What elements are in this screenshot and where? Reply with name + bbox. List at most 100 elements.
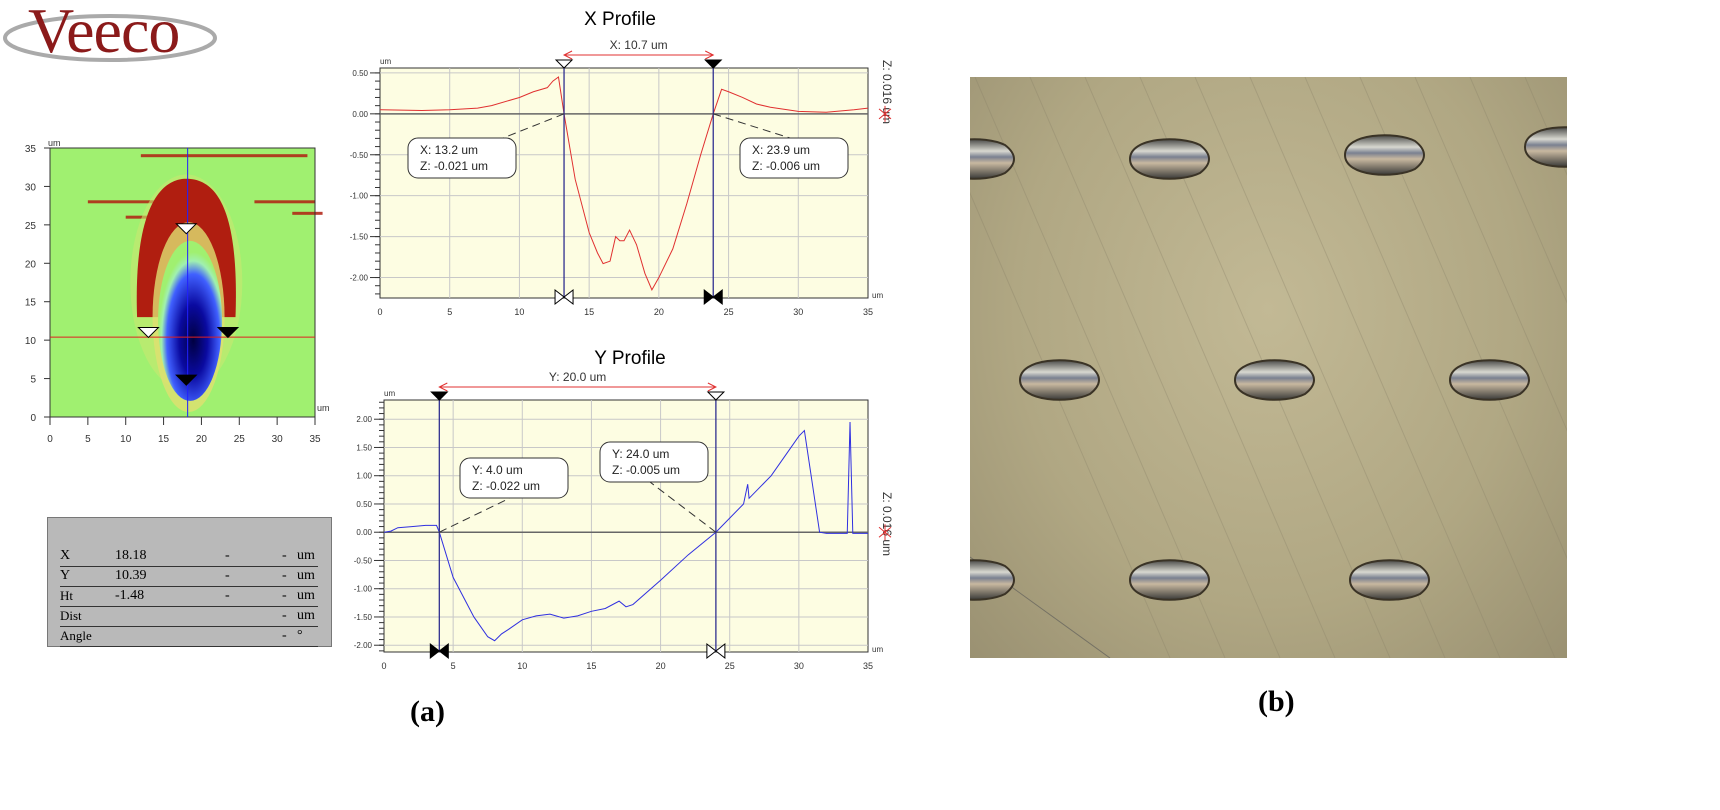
callout-leader xyxy=(649,481,717,533)
scan-streak xyxy=(254,200,315,204)
cell-label: Y xyxy=(60,568,71,583)
scratch-line xyxy=(1084,77,1336,658)
open-cursor-marker-icon xyxy=(175,223,198,235)
plot-area xyxy=(379,67,869,299)
x-profile-chart: X Profile 0.50 0.00 -0.50 -1.00 -1.50 -2.00 0 5 1… xyxy=(350,9,894,317)
cell-label: Dist xyxy=(60,608,82,623)
y-tick-label: 20 xyxy=(25,259,37,270)
surface-dimple xyxy=(1018,359,1100,401)
cell-label: X xyxy=(60,548,71,563)
cell-c1: - xyxy=(225,588,230,603)
x-tick-label: 20 xyxy=(656,661,666,670)
measure-label: Y: 20.0 um xyxy=(549,370,606,384)
cell-c1: - xyxy=(225,548,230,563)
x-tick-label: 0 xyxy=(381,661,386,670)
y-tick-label: -1.50 xyxy=(354,613,373,622)
y-tick-label: 10 xyxy=(25,336,37,347)
scratch-line xyxy=(1469,77,1567,304)
x-tick-label: 35 xyxy=(863,307,873,317)
scratch-line xyxy=(1029,77,1281,658)
open-cursor-bottom-icon xyxy=(706,642,726,660)
height-map[interactable]: um um 0 5 10 15 20 25 30 35 0 5 10 15 20 25 30 35 xyxy=(0,135,340,445)
x-tick-label: 10 xyxy=(517,661,527,670)
figure-label-b: (b) xyxy=(1258,685,1295,718)
x-tick-label: 0 xyxy=(47,434,53,445)
scan-streak xyxy=(87,200,187,204)
callout-box xyxy=(739,137,849,179)
cell-unit: um xyxy=(297,588,315,603)
x-tick-label: 5 xyxy=(451,661,456,670)
table-row: X 18.18- - um xyxy=(60,546,318,567)
cell-unit: um xyxy=(297,608,315,623)
figure-label-a: (a) xyxy=(410,695,445,728)
y-unit-label: um xyxy=(380,57,391,66)
y-tick-label: 0.50 xyxy=(352,69,368,78)
open-cursor-top-icon xyxy=(706,391,726,401)
y-tick-label: -2.00 xyxy=(350,274,369,283)
y-tick-label: 0 xyxy=(30,413,36,424)
table-row: Ht -1.48- - um xyxy=(60,586,318,607)
open-cursor-bottom-icon xyxy=(554,288,574,306)
callout-box xyxy=(407,137,517,179)
cell-unit: ° xyxy=(297,628,303,643)
pit xyxy=(158,240,223,401)
y-unit-label: um xyxy=(48,138,61,148)
y-tick-label: -0.50 xyxy=(350,151,369,160)
x-tick-label: 20 xyxy=(654,307,664,317)
table-row: Y 10.39- - um xyxy=(60,566,318,587)
cell-label: Ht xyxy=(60,588,73,603)
x-tick-label: 5 xyxy=(447,307,452,317)
filled-cursor-top-icon xyxy=(704,59,723,69)
surface-dimple xyxy=(970,559,1015,601)
x-tick-label: 35 xyxy=(863,661,873,670)
cell-unit: um xyxy=(297,548,315,563)
veeco-logo: Veeco xyxy=(0,0,240,70)
scan-streak xyxy=(140,154,308,158)
cell-value: 18.18 xyxy=(115,548,147,563)
callout-box xyxy=(459,457,569,499)
scratch-line xyxy=(1414,77,1567,432)
surface-dimple xyxy=(1233,359,1315,401)
callout-leader xyxy=(439,497,511,533)
scratch-line xyxy=(1304,77,1556,658)
callout-leader xyxy=(502,113,565,139)
x-tick-label: 25 xyxy=(724,307,734,317)
surface-dimple xyxy=(1348,559,1430,601)
x-tick-label: 15 xyxy=(158,434,170,445)
callout-line2: Z: -0.005 um xyxy=(612,463,680,477)
surface-dimple xyxy=(1448,359,1530,401)
filled-cursor-marker-icon xyxy=(216,326,240,339)
open-cursor-top-icon xyxy=(554,59,574,69)
profile-line xyxy=(383,422,868,642)
y-tick-label: 2.00 xyxy=(356,415,372,424)
cell-label: Angle xyxy=(60,628,92,643)
logo-text: Veeco xyxy=(28,0,180,66)
plot-area xyxy=(383,399,869,653)
arrowhead-icon xyxy=(438,382,718,392)
y-tick-label: 5 xyxy=(30,375,36,386)
z-scale-label: Z: 0.016 um xyxy=(880,60,894,124)
callout-line2: Z: -0.022 um xyxy=(472,479,540,493)
cell-c1: - xyxy=(225,568,230,583)
table-row: Dist - um xyxy=(60,606,318,627)
surface-dimple xyxy=(1343,134,1425,176)
table-row: Angle - ° xyxy=(60,626,318,647)
callout-line1: X: 13.2 um xyxy=(420,143,478,157)
y-tick-label: -1.00 xyxy=(350,192,369,201)
filled-cursor-top-icon xyxy=(430,391,449,401)
x-tick-label: 25 xyxy=(234,434,246,445)
cell-c2: - xyxy=(282,588,287,603)
plot-frame xyxy=(49,147,316,418)
open-cursor-marker-icon xyxy=(137,326,160,339)
x-tick-label: 10 xyxy=(514,307,524,317)
surface-dimple xyxy=(970,138,1015,180)
optical-micrograph xyxy=(970,77,1567,658)
y-tick-label: -1.00 xyxy=(354,585,373,594)
y-tick-label: -0.50 xyxy=(354,556,373,565)
filled-cursor-bottom-icon xyxy=(429,642,449,660)
scan-streak xyxy=(292,211,323,215)
x-tick-label: 15 xyxy=(584,307,594,317)
surface-dimple xyxy=(1128,559,1210,601)
cell-value: 10.39 xyxy=(115,568,147,583)
x-tick-label: 30 xyxy=(794,661,804,670)
